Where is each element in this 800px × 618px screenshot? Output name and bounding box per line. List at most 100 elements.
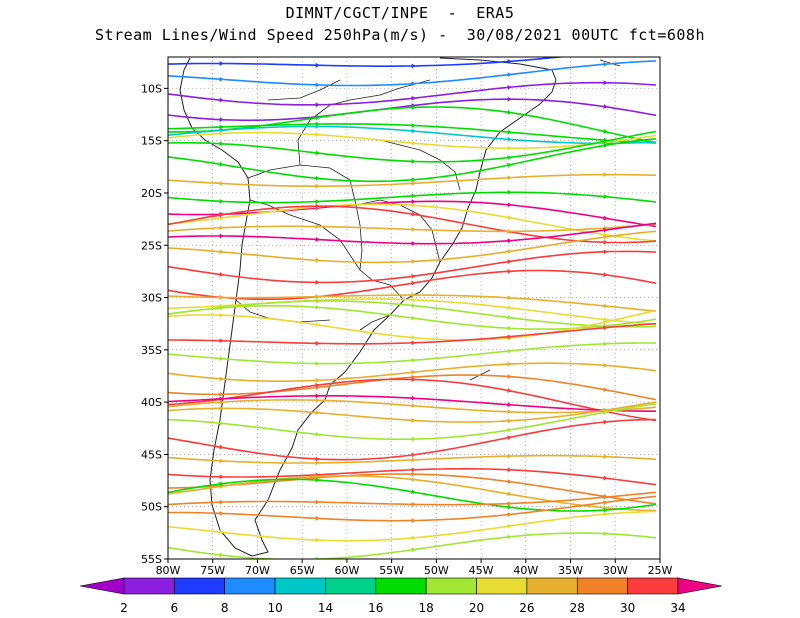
streamline-arrow [315, 537, 320, 543]
streamline-arrow [315, 456, 320, 462]
lat-label: 45S [141, 448, 162, 461]
streamline-arrow [219, 499, 224, 505]
streamline-arrow [411, 211, 416, 217]
streamline-arrow [315, 115, 320, 121]
colorbar-swatch [224, 577, 276, 595]
streamline-arrow [411, 547, 416, 553]
streamline-arrow [603, 139, 608, 144]
colorbar-swatch [425, 577, 477, 595]
streamline-arrow [507, 453, 512, 459]
streamline-arrow [603, 303, 608, 309]
streamline-arrow [507, 512, 512, 518]
lon-label: 80W [156, 564, 181, 577]
streamline-arrow [411, 105, 416, 110]
streamline-arrow [411, 303, 416, 308]
streamline-arrow [507, 269, 512, 274]
streamline-arrow [507, 388, 512, 393]
streamline-arrow [219, 212, 224, 218]
streamline-arrow [507, 305, 512, 310]
streamline-arrow [507, 249, 512, 255]
streamline [168, 205, 657, 244]
colorbar-swatch [627, 577, 679, 595]
streamlines [168, 57, 657, 559]
streamline-arrow [219, 376, 224, 382]
streamline-arrow [603, 511, 608, 517]
lat-label: 25S [141, 239, 162, 252]
streamline-arrow [315, 556, 320, 559]
streamline-arrow [315, 474, 320, 479]
streamline-arrow [219, 161, 224, 167]
streamline-arrow [219, 510, 224, 516]
streamline [168, 203, 657, 242]
streamline-arrow [603, 249, 608, 255]
streamline-arrow [507, 59, 512, 64]
title-line-2: Stream Lines/Wind Speed 250hPa(m/s) - 30… [95, 26, 705, 44]
streamline-arrow [315, 150, 320, 156]
streamline-arrow [411, 315, 416, 321]
streamline-arrow [507, 96, 512, 102]
streamline-arrow [315, 183, 320, 189]
streamline-arrow [603, 239, 608, 245]
streamline-arrow [411, 123, 416, 128]
streamline-arrow [219, 396, 224, 402]
streamline-arrow [603, 80, 608, 86]
streamline-arrow [507, 136, 512, 142]
streamline-arrow [315, 515, 320, 521]
colorbar-label: 18 [419, 601, 434, 615]
streamline-arrow [219, 61, 224, 66]
colorbar-label: 26 [519, 601, 534, 615]
streamline-arrow [603, 215, 608, 221]
streamline-arrow [315, 322, 320, 328]
streamline-arrow [315, 340, 320, 346]
colorbar-swatch [375, 577, 427, 595]
streamline-arrow [411, 535, 416, 541]
streamline-arrow [507, 175, 512, 181]
streamline-arrow [315, 397, 320, 403]
streamline-arrow [411, 340, 416, 346]
streamline-arrow [603, 494, 608, 500]
coastline-south-america [179, 57, 557, 557]
streamline-arrow [411, 158, 416, 164]
streamline-arrow [507, 238, 512, 244]
colorbar-swatch [576, 577, 628, 595]
streamline-arrow [411, 467, 416, 473]
plot-frame [167, 56, 661, 560]
streamline-arrow [315, 203, 320, 209]
streamline-arrow [315, 224, 320, 229]
streamline-arrow [315, 499, 320, 505]
streamline-arrow [411, 436, 416, 442]
streamline-arrow [411, 193, 416, 199]
lon-label: 40W [513, 564, 538, 577]
streamline-arrow [219, 552, 224, 558]
streamline-arrow [219, 141, 224, 147]
streamline-arrow [411, 335, 416, 340]
colorbar-label: 6 [171, 601, 179, 615]
streamline-arrow [603, 419, 608, 425]
streamline-arrow [315, 460, 320, 466]
streamline-arrow [219, 338, 224, 344]
lon-label: 55W [379, 564, 404, 577]
streamline-arrow [315, 132, 320, 137]
lat-label: 20S [141, 187, 162, 200]
streamline-arrow [219, 391, 224, 397]
streamline-arrow [603, 319, 608, 325]
streamline-arrow [411, 457, 416, 463]
lon-label: 60W [334, 564, 359, 577]
streamline-arrow [219, 76, 224, 82]
streamline-arrow [507, 467, 512, 473]
colorbar-label: 8 [221, 601, 229, 615]
streamline-arrow [315, 298, 320, 304]
streamline-arrow [603, 507, 608, 513]
streamline-arrow [411, 280, 416, 286]
streamline-arrow [219, 420, 224, 426]
lon-label: 70W [245, 564, 270, 577]
streamline-arrow [219, 198, 224, 204]
streamline-arrow [315, 361, 320, 366]
streamline-arrow [603, 325, 608, 331]
streamline-arrow [315, 382, 320, 388]
colorbar-label: 20 [469, 601, 484, 615]
streamline-arrow [603, 128, 608, 134]
streamline-arrow [603, 454, 608, 460]
colorbar-label: 16 [368, 601, 383, 615]
streamline-arrow [507, 315, 512, 320]
